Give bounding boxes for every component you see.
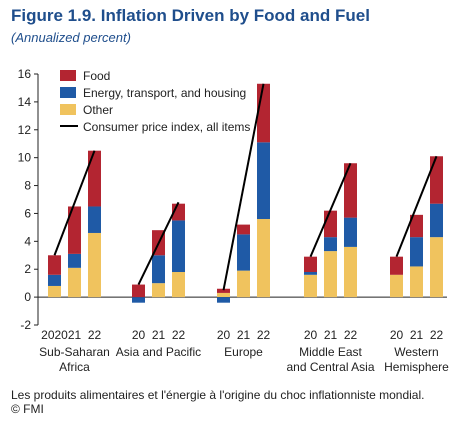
cpi-line <box>395 155 438 258</box>
region-label: Western <box>394 345 438 359</box>
y-tick-label: -2 <box>20 318 31 332</box>
other-bar <box>390 274 403 298</box>
food-bar <box>132 284 145 298</box>
legend-label-other: Other <box>83 103 113 117</box>
energy-bar <box>324 237 337 252</box>
year-label: 21 <box>237 328 251 342</box>
year-label: 20 <box>304 328 318 342</box>
energy-bar <box>88 206 101 233</box>
region-label: Middle East <box>299 345 362 359</box>
other-bar <box>304 274 317 298</box>
energy-bar <box>257 142 270 220</box>
energy-bar <box>217 297 230 303</box>
other-bar <box>430 237 443 298</box>
y-tick-label: 2 <box>24 262 31 276</box>
food-bar <box>237 224 250 235</box>
legend: Food Energy, transport, and housing Other C… <box>60 69 250 134</box>
food-bar <box>88 150 101 207</box>
food-bar <box>217 288 230 293</box>
cpi-lines <box>53 83 438 291</box>
figure-subtitle: (Annualized percent) <box>11 30 131 45</box>
year-label: 20 <box>217 328 231 342</box>
legend-swatch-food <box>60 70 76 81</box>
food-bar <box>304 256 317 273</box>
energy-bar <box>152 255 165 284</box>
food-bar <box>344 163 357 218</box>
food-bar <box>48 255 61 275</box>
region-label: Africa <box>59 360 90 374</box>
y-tick-label: 0 <box>24 290 31 304</box>
other-bar <box>410 266 423 298</box>
cpi-line <box>137 201 180 285</box>
year-label: 21 <box>324 328 338 342</box>
other-bar <box>257 219 270 298</box>
legend-label-food: Food <box>83 69 110 83</box>
region-label: Europe <box>224 345 263 359</box>
other-bar <box>344 246 357 298</box>
year-label: 22 <box>430 328 444 342</box>
other-bar <box>68 267 81 298</box>
energy-bar <box>132 297 145 303</box>
legend-label-energy: Energy, transport, and housing <box>83 86 246 100</box>
year-label: 21 <box>68 328 82 342</box>
cpi-line <box>309 162 352 258</box>
inflation-chart: -2 0 2 4 6 8 10 12 14 16 Food Energy, transport, a… <box>18 67 450 374</box>
food-bar <box>430 156 443 204</box>
y-tick-label: 8 <box>24 179 31 193</box>
y-tick-label: 16 <box>18 67 32 81</box>
region-label: Sub-Saharan <box>39 345 110 359</box>
y-tick-label: 12 <box>18 123 32 137</box>
other-bar <box>324 251 337 298</box>
year-label: 22 <box>172 328 186 342</box>
cpi-line <box>222 83 265 291</box>
other-bar <box>217 292 230 298</box>
year-label: 2020 <box>41 328 68 342</box>
year-label: 21 <box>152 328 166 342</box>
figure-title: Figure 1.9. Inflation Driven by Food and… <box>11 6 370 25</box>
region-label: Asia and Pacific <box>116 345 201 359</box>
other-bar <box>237 270 250 298</box>
year-label: 20 <box>132 328 146 342</box>
y-tick-label: 6 <box>24 206 31 220</box>
food-bar <box>68 206 81 254</box>
energy-bar <box>304 272 317 275</box>
legend-swatch-energy <box>60 87 76 98</box>
energy-bar <box>344 217 357 247</box>
other-bar <box>88 232 101 298</box>
bars <box>48 83 443 303</box>
year-label: 22 <box>344 328 358 342</box>
y-tick-label: 14 <box>18 95 32 109</box>
food-bar <box>390 256 403 275</box>
energy-bar <box>172 220 185 273</box>
caption: Les produits alimentaires et l'énergie à… <box>11 388 425 416</box>
food-bar <box>257 83 270 143</box>
legend-swatch-other <box>60 104 76 115</box>
legend-label-cpi: Consumer price index, all items <box>83 120 250 134</box>
year-label: 22 <box>88 328 102 342</box>
y-axis: -2 0 2 4 6 8 10 12 14 16 <box>18 67 447 332</box>
energy-bar <box>430 203 443 238</box>
energy-bar <box>237 234 250 271</box>
energy-bar <box>410 237 423 267</box>
year-label: 22 <box>257 328 271 342</box>
energy-bar <box>48 274 61 286</box>
y-tick-label: 4 <box>24 234 31 248</box>
region-label: and Central Asia <box>286 360 374 374</box>
other-bar <box>172 272 185 298</box>
year-label: 20 <box>390 328 404 342</box>
other-bar <box>48 285 61 298</box>
cpi-line <box>53 150 96 256</box>
year-label: 21 <box>410 328 424 342</box>
food-bar <box>410 214 423 238</box>
food-bar <box>324 210 337 238</box>
y-tick-label: 10 <box>18 151 32 165</box>
region-label: Hemisphere <box>384 360 449 374</box>
other-bar <box>152 283 165 298</box>
energy-bar <box>68 253 81 268</box>
